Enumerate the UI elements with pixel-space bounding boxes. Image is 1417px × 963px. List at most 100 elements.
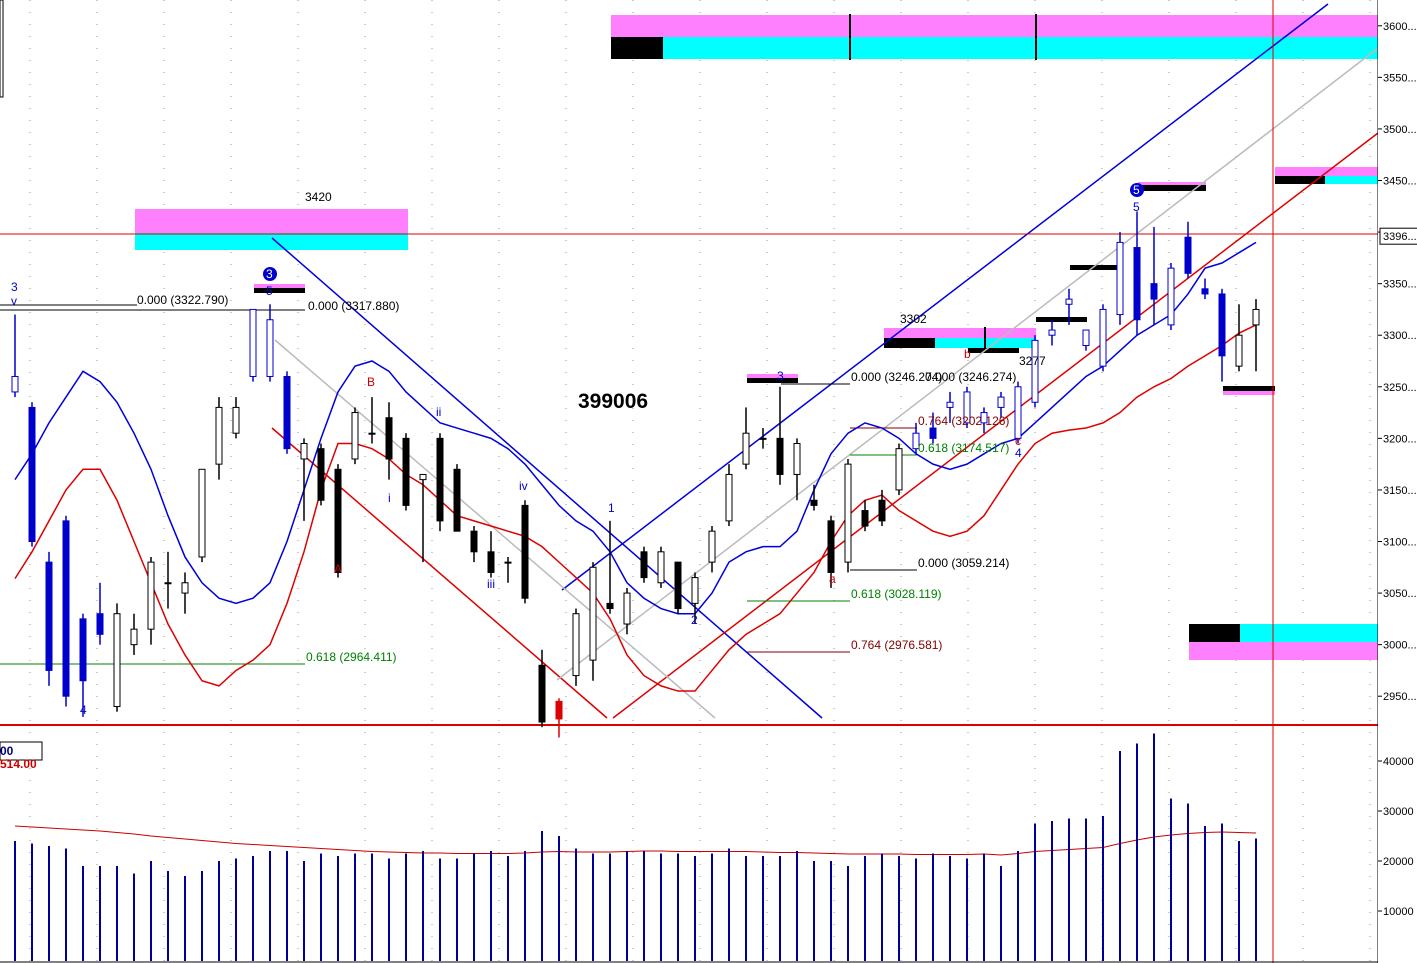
legend-label: 00 [0,744,14,758]
annotation: 4 [1015,446,1022,460]
candle-body [249,308,257,377]
candle-body [1201,288,1209,295]
candle-body [28,406,36,542]
candle-body [232,406,240,434]
y-tick-label: 3050... [1383,588,1417,600]
candle-body [946,401,954,408]
zone [1223,386,1275,391]
candle-body [1082,329,1090,347]
zone [1189,624,1240,642]
candle-body [62,520,70,697]
zone [884,328,1036,338]
annotation: A [334,562,342,576]
candle-body [759,437,767,440]
volume-ma-line [14,825,1257,856]
candle-body [504,561,512,564]
candle-body [1252,308,1260,326]
annotation: 3277 [1019,354,1046,368]
volume-tick-label: 10000 [1383,906,1414,918]
zone [1240,624,1378,642]
candle-body [436,437,444,522]
annotation: ii [436,405,441,419]
axis-panel [1378,0,1417,963]
annotation: 0.764 (2976.581) [851,638,942,652]
candle-body [606,602,614,610]
volume-tick-label: 40000 [1383,756,1414,768]
candle-body [368,432,376,435]
zone [611,37,663,59]
legend-box [0,741,43,761]
candle-body [657,551,665,584]
candle-body [793,443,801,475]
candle-body [878,499,886,522]
trend-line [561,3,1329,591]
annotation: 0.000 (3246.274) [925,370,1016,384]
annotation: 3 [777,369,784,383]
annotation: 5 [1133,200,1140,214]
candle-body [283,375,291,450]
band-line [14,241,1257,615]
candle-body [810,499,818,506]
y-tick-label: 3150... [1383,485,1417,497]
wave-circle [1130,183,1144,197]
candle-body [300,443,308,460]
y-tick-label: 3200... [1383,433,1417,445]
candle-body [11,375,19,393]
candle-body [725,473,733,522]
zone [1036,317,1087,322]
y-tick-label: 3300... [1383,330,1417,342]
candle-body [1116,241,1124,316]
zone [1070,265,1121,270]
candle-body [997,396,1005,408]
zone [1189,642,1378,660]
annotation: 0.000 (3059.214) [918,556,1009,570]
candle-body [623,592,631,625]
candle-body [963,391,971,424]
candle-body [708,530,716,563]
y-tick-label: 3000... [1383,640,1417,652]
zone [663,37,1378,59]
zone [1138,182,1206,185]
candle-body [980,412,988,424]
candle-body [470,530,478,553]
candle-body [1235,334,1243,367]
candle-body [861,510,869,527]
y-tick-label: 3100... [1383,537,1417,549]
zone [1325,176,1378,184]
zone [135,233,408,250]
candle-body [1150,283,1158,300]
annotation: 0.618 (3028.119) [851,587,942,601]
candle-body [929,427,937,439]
zone [968,348,1019,353]
annotation: 0.618 (3174.517) [918,441,1009,455]
candle-body [334,468,342,573]
candle-body [674,561,682,610]
price-marker-label: 3396... [1383,231,1417,243]
annotation: i [388,491,391,505]
candle-body [1167,267,1175,326]
y-tick-label: 3250... [1383,382,1417,394]
annotation: iv [519,479,528,493]
candle-body [96,613,104,635]
candle-body [266,319,274,377]
trend-line [556,47,1379,681]
candle-body [1065,298,1073,305]
candle-body [776,437,784,475]
band-line [14,324,1257,692]
candle-body [844,463,852,563]
zone [1138,185,1206,191]
zone [1223,391,1275,395]
candle-body [351,412,359,460]
candle-body [589,566,597,661]
price-marker [1379,227,1417,245]
annotation: 3 [266,267,273,281]
candle-body [419,473,427,481]
candle-body [147,561,155,630]
annotation: 5 [1133,183,1140,197]
candle-body [912,432,920,450]
trend-line [274,339,716,719]
candle-body [555,700,563,720]
